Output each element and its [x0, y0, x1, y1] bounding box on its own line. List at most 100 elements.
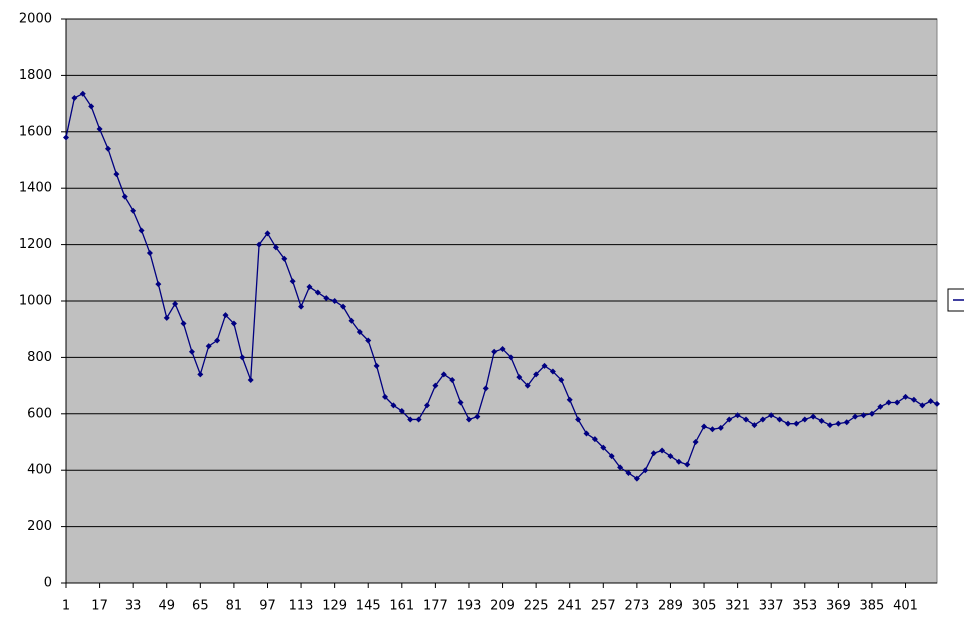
y-tick-label: 1000	[19, 294, 52, 309]
data-point	[298, 303, 305, 310]
x-tick-label: 337	[759, 599, 784, 614]
data-point	[675, 458, 682, 465]
data-point	[659, 447, 666, 454]
data-point	[155, 281, 162, 288]
data-point	[877, 403, 884, 410]
x-tick-label: 353	[792, 599, 817, 614]
data-point	[768, 412, 775, 419]
data-point	[130, 207, 137, 214]
data-point	[726, 416, 733, 423]
x-tick-label: 385	[860, 599, 885, 614]
data-point	[340, 303, 347, 310]
data-point	[71, 94, 78, 101]
data-point	[575, 416, 582, 423]
x-tick-label: 33	[125, 599, 142, 614]
data-point	[692, 439, 699, 445]
data-point	[852, 413, 859, 420]
data-point	[751, 422, 758, 429]
data-point	[617, 464, 624, 471]
data-point	[894, 399, 901, 406]
data-point	[79, 90, 86, 97]
data-point	[180, 320, 187, 327]
x-tick-label: 369	[826, 599, 851, 614]
data-point	[188, 348, 195, 355]
data-point	[348, 317, 355, 324]
data-point	[759, 416, 766, 423]
data-point	[541, 362, 548, 369]
data-point	[239, 354, 246, 361]
x-tick-label: 257	[591, 599, 616, 614]
data-point	[63, 134, 69, 141]
data-point	[642, 467, 649, 474]
data-point	[474, 413, 481, 420]
data-point	[499, 345, 506, 352]
x-tick-label: 209	[490, 599, 515, 614]
x-tick-label: 81	[226, 599, 243, 614]
data-point	[264, 230, 271, 237]
data-point	[163, 314, 170, 321]
data-point	[910, 396, 917, 403]
data-point	[583, 430, 590, 437]
data-point	[247, 376, 254, 383]
x-tick-label: 305	[692, 599, 717, 614]
data-point	[465, 416, 472, 423]
y-tick-label: 1200	[19, 237, 52, 252]
data-point	[927, 398, 934, 405]
data-point	[860, 412, 867, 419]
x-tick-label: 129	[322, 599, 347, 614]
data-point	[88, 103, 95, 110]
data-point	[902, 393, 909, 400]
data-point	[390, 402, 397, 409]
x-tick-label: 97	[259, 599, 276, 614]
data-point	[415, 416, 422, 423]
data-point	[197, 371, 204, 378]
data-point	[373, 362, 380, 369]
data-point	[826, 422, 833, 429]
data-point	[491, 348, 498, 355]
data-point	[793, 420, 800, 427]
data-point	[331, 298, 338, 304]
y-tick-label: 2000	[19, 12, 52, 27]
data-point	[868, 410, 875, 417]
data-point	[398, 407, 405, 414]
data-point	[138, 227, 145, 234]
data-point	[172, 300, 179, 307]
data-point	[104, 145, 111, 152]
data-point	[482, 385, 489, 392]
data-point	[507, 354, 514, 361]
data-point	[524, 382, 531, 389]
x-tick-label: 273	[624, 599, 649, 614]
data-point	[558, 376, 565, 383]
y-tick-label: 0	[44, 576, 52, 591]
data-point	[801, 416, 808, 423]
data-point	[650, 450, 657, 457]
data-point	[684, 461, 691, 468]
data-point	[365, 337, 372, 344]
data-point	[256, 241, 263, 248]
x-tick-label: 145	[356, 599, 381, 614]
data-point	[382, 393, 389, 400]
data-point	[934, 400, 940, 407]
y-tick-label: 600	[27, 406, 52, 421]
y-tick-label: 1600	[19, 124, 52, 139]
y-tick-label: 400	[27, 463, 52, 478]
data-point	[449, 376, 456, 383]
data-point	[625, 470, 632, 477]
data-point	[885, 399, 892, 406]
x-tick-label: 161	[389, 599, 414, 614]
data-point	[566, 396, 573, 403]
data-point	[205, 343, 212, 350]
data-point	[818, 417, 825, 424]
data-point	[810, 413, 817, 420]
data-point	[121, 193, 128, 200]
data-point	[701, 423, 708, 430]
data-point	[549, 368, 556, 375]
data-point	[516, 374, 523, 381]
data-point	[230, 320, 237, 327]
data-point	[314, 289, 321, 296]
data-point	[146, 250, 153, 257]
x-tick-label: 193	[457, 599, 482, 614]
x-tick-label: 113	[289, 599, 314, 614]
data-point	[214, 337, 221, 344]
